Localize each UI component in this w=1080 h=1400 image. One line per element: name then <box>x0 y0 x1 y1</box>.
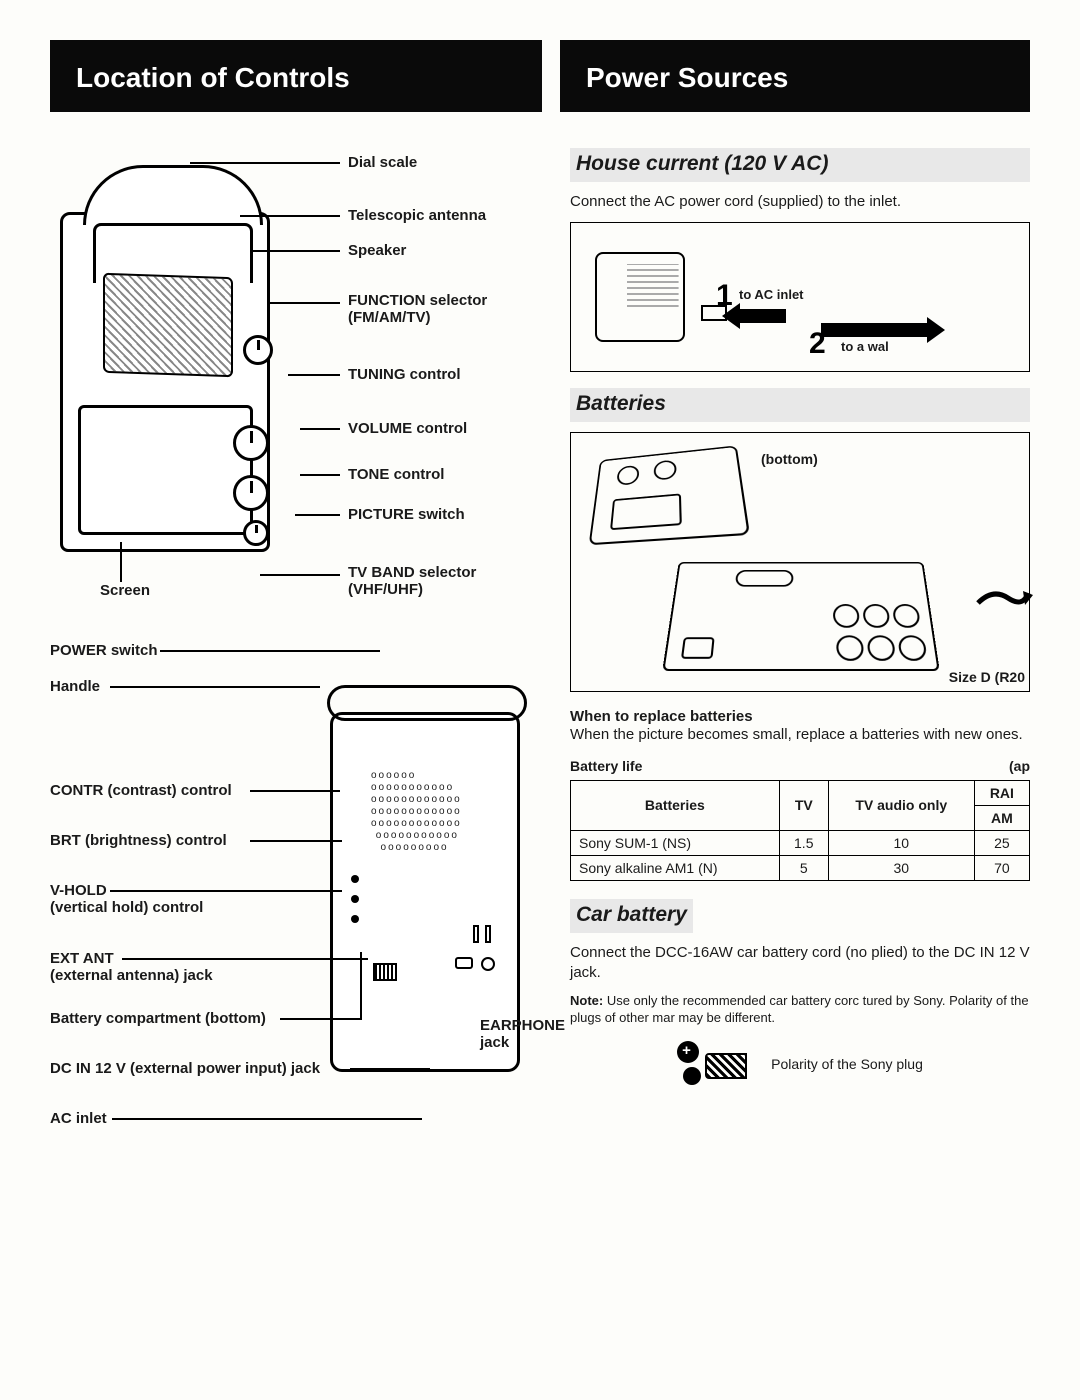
label-tuning: TUNING control <box>348 366 461 383</box>
label-ac-inlet: AC inlet <box>50 1110 107 1127</box>
label-tv-band: TV BAND selector (VHF/UHF) <box>348 564 476 598</box>
col-audio: TV audio only <box>828 780 974 830</box>
col-rai: RAI <box>974 780 1029 805</box>
label-tone: TONE control <box>348 466 444 483</box>
heading-replace-batteries: When to replace batteries <box>570 708 1030 725</box>
label-contr: CONTR (contrast) control <box>50 782 232 799</box>
label-volume: VOLUME control <box>348 420 467 437</box>
col-am: AM <box>974 805 1029 830</box>
diagram-back: oooooooooooooooooooooooooooooooooooooooo… <box>50 642 530 1162</box>
figure-ac-inlet: 1 to AC inlet 2 to a wal <box>570 222 1030 372</box>
diagram-front: Dial scale Telescopic antenna Speaker FU… <box>50 142 530 622</box>
label-battery-life: Battery life <box>570 758 642 774</box>
col-batteries: Batteries <box>571 780 780 830</box>
figure-plug-polarity: + Polarity of the Sony plug <box>570 1039 1030 1089</box>
label-earphone: EARPHONE jack <box>480 1017 565 1051</box>
col-tv: TV <box>779 780 828 830</box>
heading-power: Power Sources <box>560 40 1030 112</box>
label-bottom: (bottom) <box>761 451 818 467</box>
heading-car-battery: Car battery <box>570 899 693 933</box>
table-battery-life: Batteries TV TV audio only RAI AM Sony S… <box>570 780 1030 881</box>
text-replace-batteries: When the picture becomes small, replace … <box>570 725 1030 745</box>
step-2-label: to a wal <box>841 339 889 354</box>
label-picture: PICTURE switch <box>348 506 465 523</box>
label-ext-ant: EXT ANT (external antenna) jack <box>50 950 213 984</box>
step-2-number: 2 <box>809 327 826 361</box>
label-dc-in: DC IN 12 V (external power input) jack <box>50 1060 320 1077</box>
label-plug-polarity: Polarity of the Sony plug <box>771 1055 923 1073</box>
heading-location: Location of Controls <box>50 40 542 112</box>
text-car-battery: Connect the DCC-16AW car battery cord (n… <box>570 943 1030 984</box>
label-telescopic-antenna: Telescopic antenna <box>348 207 486 224</box>
heading-batteries: Batteries <box>570 388 1030 422</box>
label-battery-life-unit: (ap <box>1009 758 1030 774</box>
label-dial-scale: Dial scale <box>348 154 417 171</box>
label-batt-comp: Battery compartment (bottom) <box>50 1010 266 1027</box>
table-row: Sony alkaline AM1 (N) 5 30 70 <box>571 855 1030 880</box>
table-row: Sony SUM-1 (NS) 1.5 10 25 <box>571 830 1030 855</box>
label-vhold: V-HOLD (vertical hold) control <box>50 882 203 916</box>
label-size-d: Size D (R20 <box>949 669 1025 685</box>
label-speaker: Speaker <box>348 242 406 259</box>
label-function-selector: FUNCTION selector (FM/AM/TV) <box>348 292 487 326</box>
heading-house-current: House current (120 V AC) <box>570 148 1030 182</box>
note-car-battery: Note: Use only the recommended car batte… <box>570 993 1030 1027</box>
label-brt: BRT (brightness) control <box>50 832 227 849</box>
label-handle: Handle <box>50 678 100 695</box>
label-power-switch: POWER switch <box>50 642 158 659</box>
label-screen: Screen <box>100 582 150 599</box>
text-house-current: Connect the AC power cord (supplied) to … <box>570 192 1030 212</box>
step-1-label: to AC inlet <box>739 287 804 302</box>
figure-batteries: (bottom) Size D (R20 <box>570 432 1030 692</box>
